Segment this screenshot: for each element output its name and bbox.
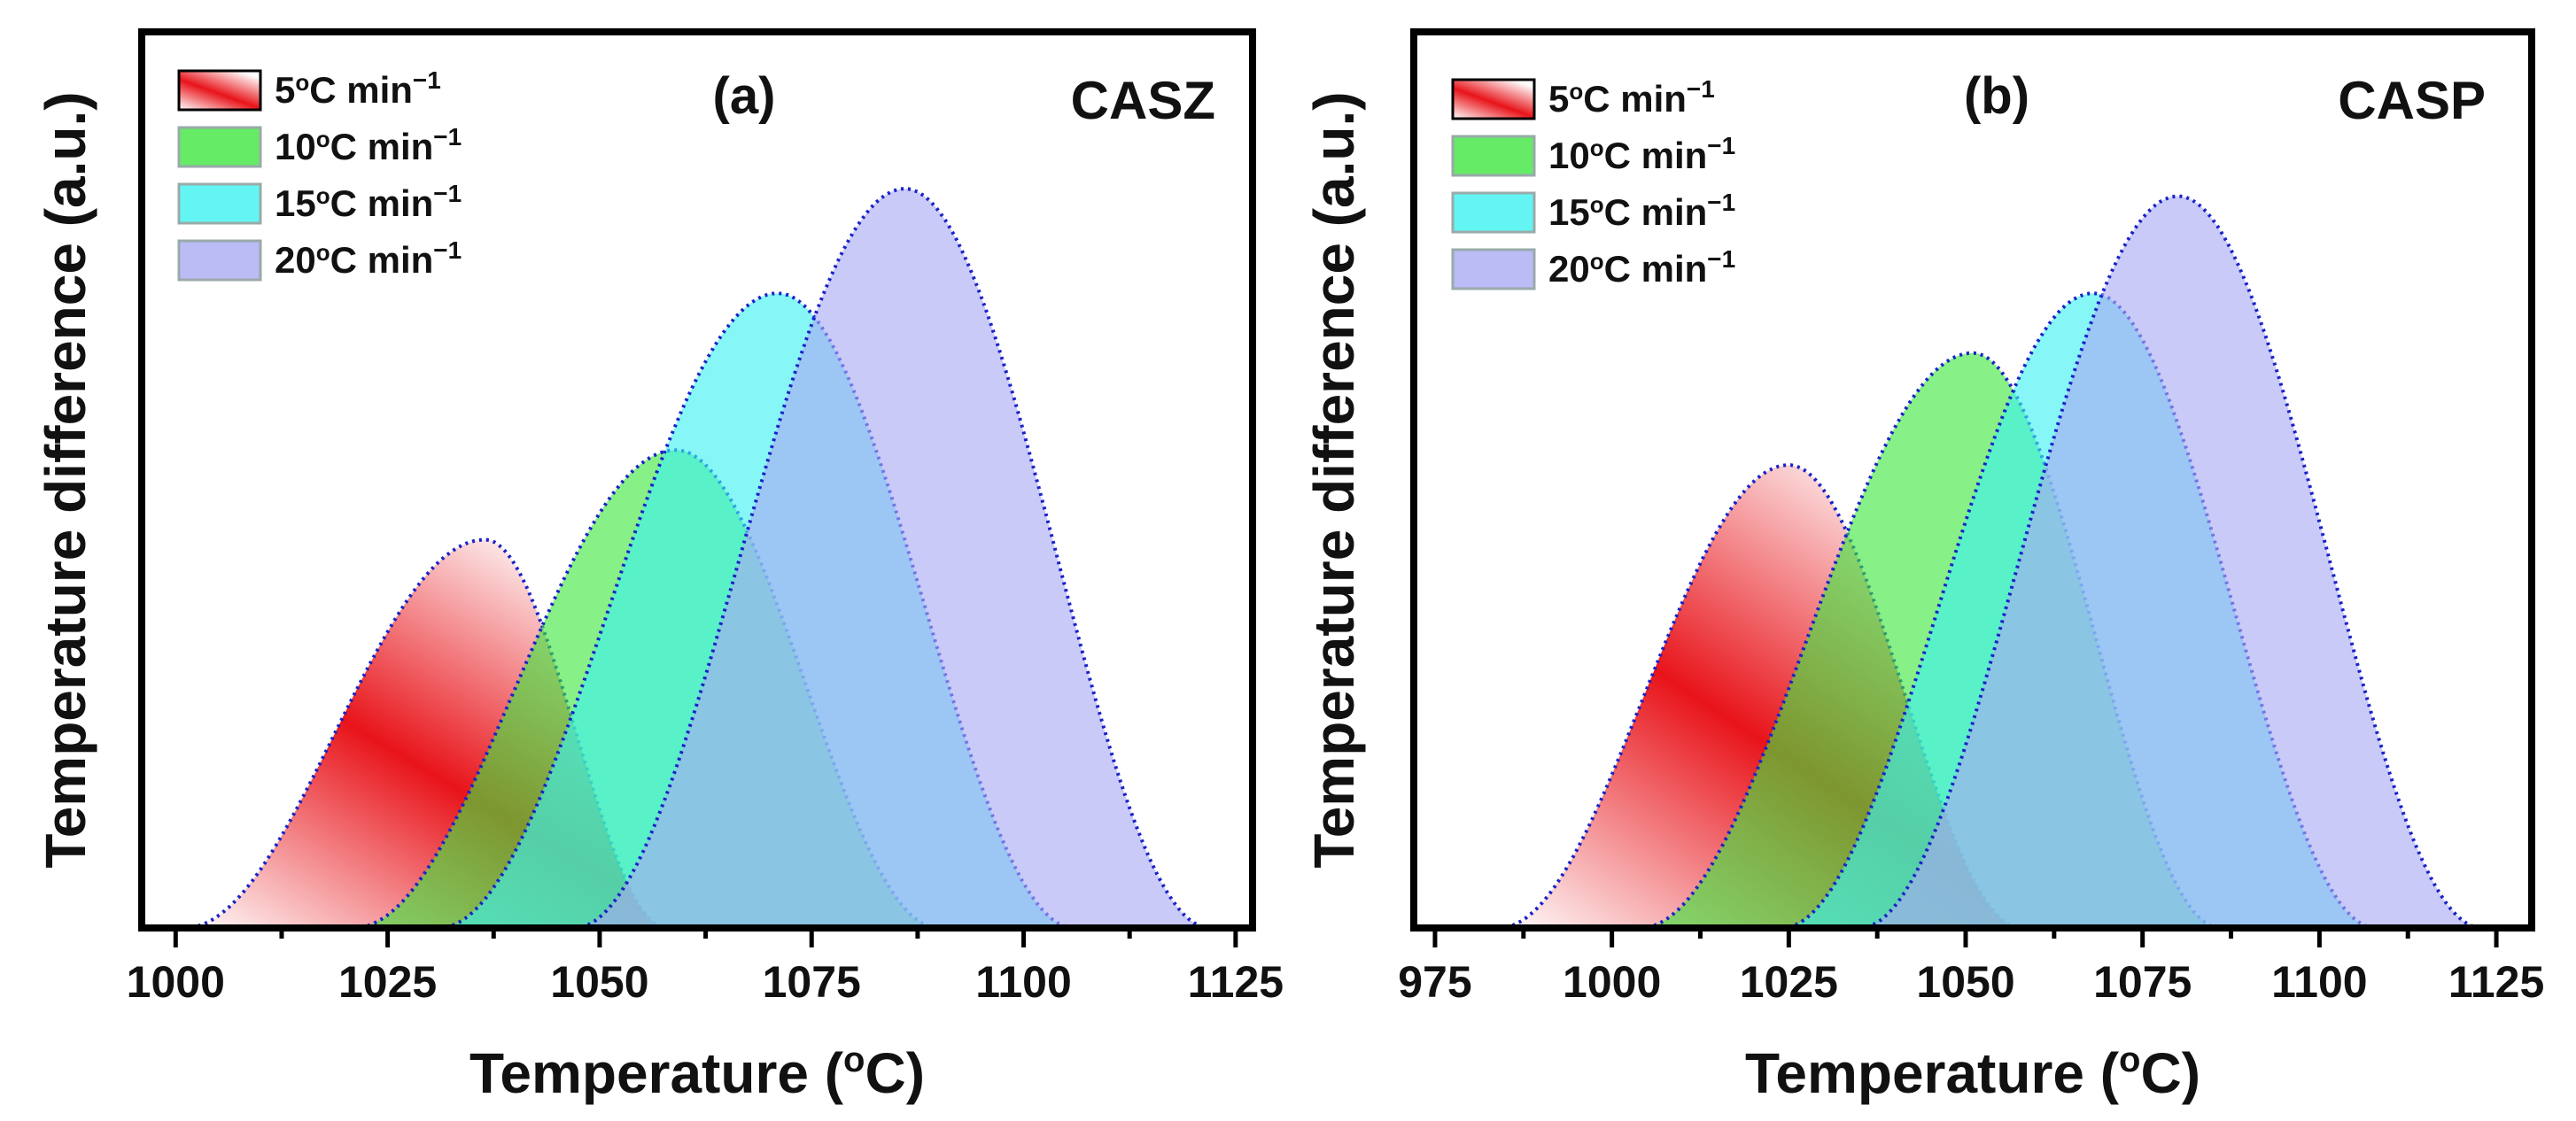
panel-b-ticks: 975 1000 1025 1050 1075 1100 1125 — [1398, 928, 2544, 1007]
panel-a-legend-swatch-10c — [177, 126, 262, 168]
panel-a-areas — [183, 187, 1211, 930]
panel-b-sample-name: CASP — [2338, 71, 2486, 130]
panel-a-label: (a) — [713, 67, 776, 125]
panel-b-x-tick-label: 975 — [1398, 957, 1471, 1007]
panel-b-x-tick-label: 1025 — [1740, 957, 1838, 1007]
panel-a-y-axis-title: Temperature difference (a.u.) — [34, 91, 97, 868]
panel-b-legend-label-20c: 20oC min−1 — [1548, 245, 1735, 290]
panel-a-peak-20c — [574, 187, 1211, 930]
panel-b-label: (b) — [1964, 67, 2029, 125]
panel-a-legend-swatch-5c — [177, 69, 262, 112]
panel-a-x-tick-label: 1125 — [1188, 957, 1284, 1007]
panel-a-legend: 5oC min−1 10oC min−1 15oC min−1 20oC min−1 — [177, 66, 462, 282]
panel-b-legend-label-10c: 10oC min−1 — [1548, 132, 1735, 176]
panel-a-legend-label-20c: 20oC min−1 — [275, 236, 462, 281]
panel-a-legend-label-5c: 5oC min−1 — [275, 66, 441, 111]
panel-b-areas — [1498, 194, 2483, 930]
panel-b-x-axis-title: Temperature (oC) — [1745, 1040, 2200, 1105]
panel-b-legend-swatch-15c — [1451, 191, 1536, 234]
panel-a-x-tick-label: 1050 — [550, 957, 648, 1007]
panel-b-legend-swatch-20c — [1451, 248, 1536, 290]
panel-a-legend-label-15c: 15oC min−1 — [275, 180, 462, 224]
panel-b-frame — [1410, 28, 2535, 932]
panel-a-legend-label-10c: 10oC min−1 — [275, 123, 462, 167]
panel-a-x-tick-label: 1025 — [338, 957, 437, 1007]
panel-a-legend-swatch-15c — [177, 182, 262, 225]
panel-b-x-tick-label: 1050 — [1916, 957, 2014, 1007]
panel-a: 1000 1025 1050 1075 1100 1125 5oC min−1 10oC m… — [34, 28, 1284, 1105]
panel-b-legend: 5oC min−1 10oC min−1 15oC min−1 20oC min−1 — [1451, 75, 1735, 290]
panel-b-legend-swatch-10c — [1451, 135, 1536, 177]
panel-a-x-tick-label: 1100 — [975, 957, 1071, 1007]
panel-a-ticks: 1000 1025 1050 1075 1100 1125 — [127, 928, 1284, 1007]
panel-a-x-tick-label: 1075 — [763, 957, 861, 1007]
panel-b-legend-label-5c: 5oC min−1 — [1548, 75, 1715, 120]
panel-a-legend-swatch-20c — [177, 239, 262, 282]
panel-b: 975 1000 1025 1050 1075 1100 1125 5oC min−1 10o… — [1302, 28, 2544, 1105]
panel-a-x-axis-title: Temperature (oC) — [469, 1040, 925, 1105]
panel-b-x-tick-label: 1100 — [2271, 957, 2367, 1007]
panel-b-x-tick-label: 1125 — [2448, 957, 2544, 1007]
panel-b-x-tick-label: 1000 — [1563, 957, 1661, 1007]
panel-a-sample-name: CASZ — [1071, 71, 1215, 130]
panel-b-legend-label-15c: 15oC min−1 — [1548, 189, 1735, 233]
panel-b-legend-swatch-5c — [1451, 78, 1536, 120]
panel-b-y-axis-title: Temperature difference (a.u.) — [1302, 91, 1366, 868]
panel-a-x-tick-label: 1000 — [127, 957, 225, 1007]
panel-b-x-tick-label: 1075 — [2093, 957, 2192, 1007]
panel-a-frame — [138, 28, 1256, 932]
panel-b-peak-20c — [1859, 194, 2483, 930]
